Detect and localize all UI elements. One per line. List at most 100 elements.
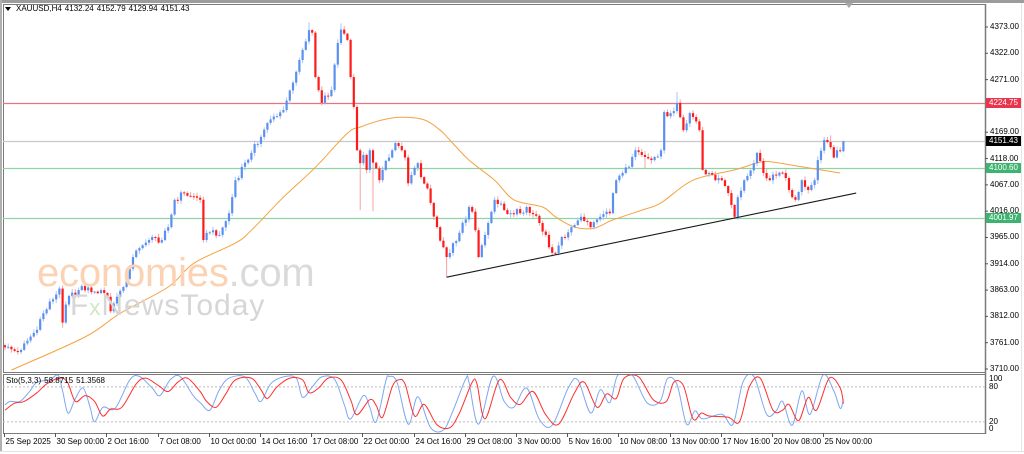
bullish-candle — [599, 216, 602, 220]
bullish-candle — [778, 172, 781, 176]
bearish-candle — [13, 349, 16, 351]
bullish-candle — [634, 150, 637, 157]
bullish-candle — [119, 290, 122, 297]
bullish-candle — [272, 116, 275, 120]
bearish-candle — [320, 90, 323, 103]
bullish-candle — [135, 250, 138, 258]
bearish-candle — [682, 117, 685, 131]
bullish-candle — [35, 329, 39, 333]
bullish-candle — [259, 136, 263, 144]
bearish-candle — [317, 77, 320, 91]
bullish-candle — [487, 223, 490, 235]
bullish-candle — [151, 237, 154, 241]
bearish-candle — [90, 287, 93, 293]
bearish-candle — [189, 195, 192, 197]
bullish-candle — [675, 102, 679, 112]
bullish-candle — [755, 152, 759, 164]
bullish-candle — [595, 219, 599, 223]
bearish-candle — [711, 172, 714, 175]
bullish-candle — [80, 286, 83, 291]
bearish-candle — [327, 95, 330, 97]
bullish-candle — [304, 41, 307, 50]
bullish-candle — [573, 225, 576, 228]
bullish-candle — [560, 236, 563, 246]
bullish-candle — [138, 248, 141, 251]
bullish-candle — [307, 30, 311, 42]
bullish-candle — [493, 199, 496, 212]
bullish-candle — [173, 199, 176, 215]
bullish-candle — [483, 234, 487, 246]
price-axis-label: 4169.00 — [990, 127, 1019, 137]
bullish-candle — [515, 209, 519, 215]
bullish-candle — [275, 116, 279, 118]
bullish-candle — [208, 232, 211, 234]
bearish-candle — [691, 113, 695, 117]
bearish-candle — [397, 143, 400, 147]
bearish-candle — [586, 220, 589, 222]
dropdown-triangle-icon[interactable] — [5, 7, 11, 11]
bearish-candle — [109, 296, 112, 312]
bearish-candle — [531, 212, 535, 215]
bullish-candle — [685, 123, 688, 131]
bearish-candle — [403, 150, 407, 158]
bearish-candle — [784, 172, 787, 179]
bearish-candle — [640, 152, 643, 155]
bullish-candle — [368, 150, 371, 170]
bearish-candle — [695, 116, 698, 122]
bullish-candle — [842, 141, 845, 152]
price-axis-label: 3863.00 — [990, 285, 1019, 295]
close-value: 4151.43 — [160, 4, 190, 13]
bullish-candle — [170, 214, 173, 228]
bullish-candle — [122, 286, 125, 291]
bullish-candle — [112, 303, 115, 312]
time-axis-label: 20 Nov 08:00 — [773, 437, 822, 446]
bearish-candle — [183, 192, 186, 194]
price-axis-label: 4322.00 — [990, 48, 1019, 58]
support-level-1-badge: 4100.60 — [986, 163, 1021, 173]
bullish-candle — [384, 160, 387, 170]
bearish-candle — [423, 177, 426, 184]
bearish-candle — [762, 161, 765, 173]
bearish-candle — [547, 234, 551, 248]
bullish-candle — [672, 111, 675, 114]
bullish-candle — [48, 301, 51, 310]
bearish-candle — [442, 240, 445, 248]
bearish-candle — [375, 162, 378, 169]
bullish-candle — [570, 227, 573, 233]
bullish-candle — [218, 234, 221, 236]
bullish-candle — [42, 313, 45, 320]
horizontal-levels[interactable] — [3, 102, 985, 220]
bearish-candle — [775, 174, 778, 176]
bearish-candle — [199, 197, 202, 200]
open-value: 4132.24 — [64, 4, 94, 13]
stochastic-axis-label: 80 — [989, 381, 998, 391]
bearish-candle — [106, 292, 109, 297]
bearish-candle — [215, 230, 218, 236]
bearish-candle — [791, 190, 794, 198]
bullish-candle — [125, 278, 128, 287]
bearish-candle — [608, 211, 611, 214]
bullish-candle — [455, 241, 458, 244]
bearish-candle — [359, 150, 362, 164]
ascending-trendline[interactable] — [446, 192, 857, 278]
bullish-candle — [464, 219, 467, 223]
bearish-candle — [787, 178, 791, 191]
bullish-candle — [167, 227, 170, 231]
stochastic-main-line — [4, 375, 844, 433]
bearish-candle — [157, 237, 160, 243]
bearish-candle — [103, 290, 106, 293]
main-price-pane[interactable] — [3, 4, 986, 373]
bearish-candle — [650, 158, 653, 161]
stochastic-axis-label: 20 — [989, 416, 998, 426]
chart-shift-marker-icon[interactable] — [845, 3, 853, 8]
bullish-candle — [618, 175, 621, 181]
price-axis-label: 4373.00 — [990, 22, 1019, 31]
time-axis-label: 24 Oct 16:00 — [415, 437, 462, 446]
bearish-candle — [477, 230, 480, 258]
trendline-group[interactable] — [446, 192, 857, 278]
bullish-candle — [269, 119, 272, 123]
bearish-candle — [195, 196, 199, 198]
bearish-candle — [407, 157, 410, 184]
bullish-candle — [323, 95, 327, 103]
